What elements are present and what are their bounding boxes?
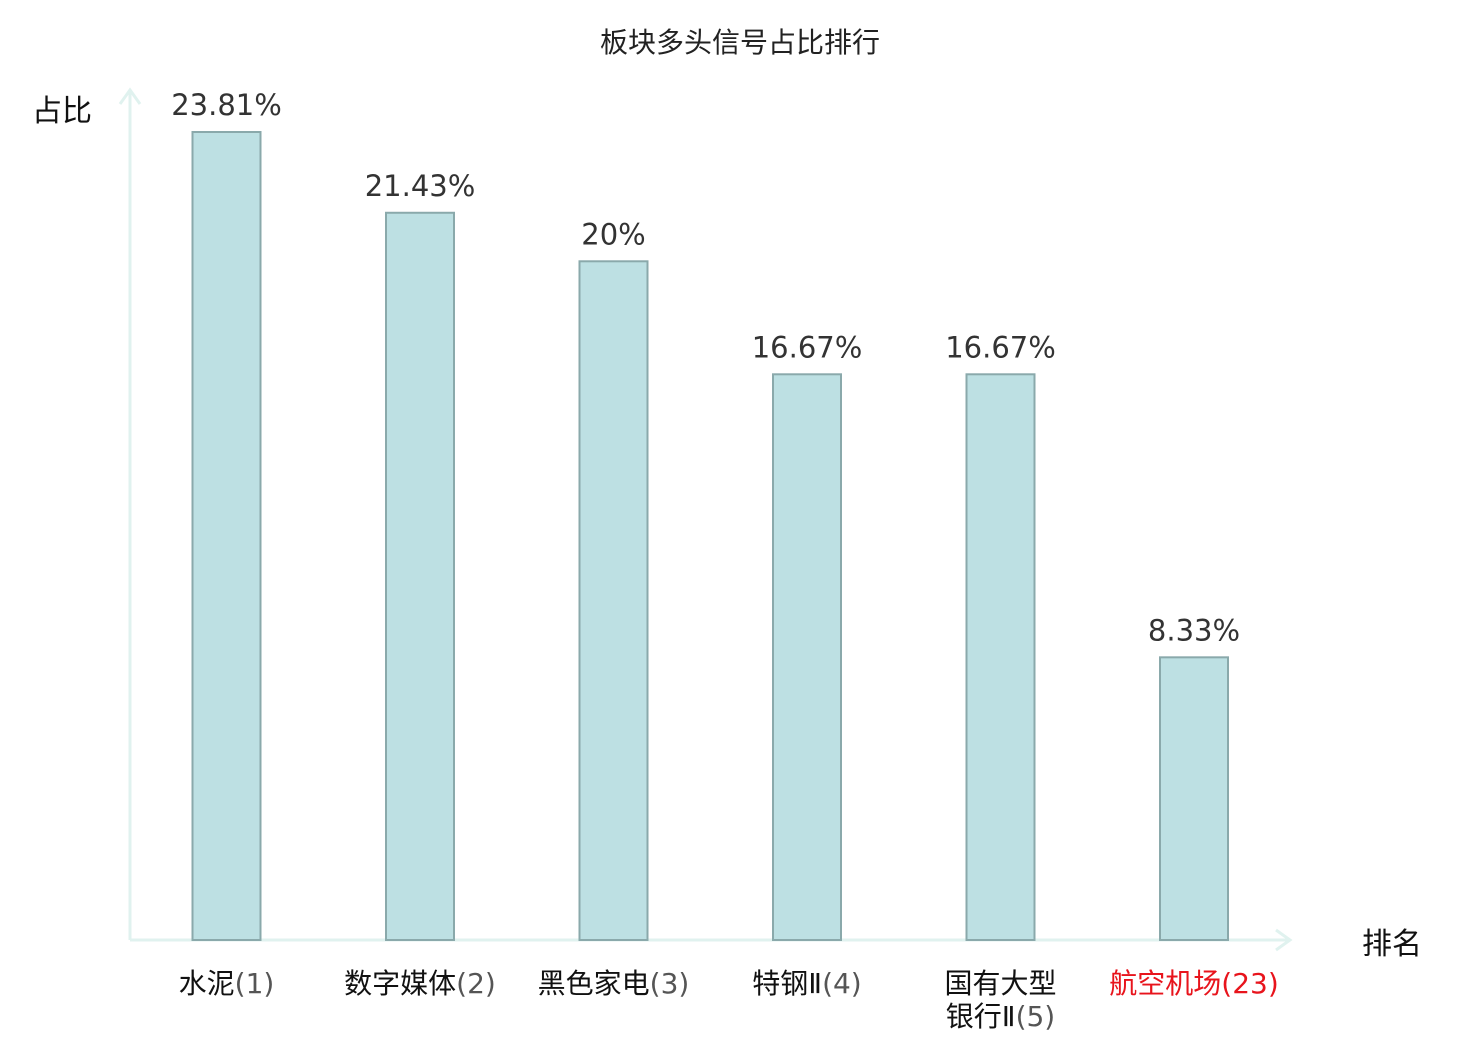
category-label: 国有大型: [944, 967, 1056, 1000]
category-name: 特钢Ⅱ: [752, 967, 822, 1000]
category-label: 特钢Ⅱ(4): [752, 967, 861, 1000]
bar: [772, 373, 842, 941]
value-label: 23.81%: [171, 88, 282, 122]
x-axis-label: 排名: [1362, 927, 1422, 962]
value-label: 20%: [581, 217, 645, 251]
category-label: 数字媒体(2): [344, 967, 496, 1000]
category-rank: (23): [1221, 967, 1278, 1000]
category-name: 航空机场: [1109, 967, 1221, 1000]
category-name: 黑色家电: [538, 967, 650, 1000]
category-label: 黑色家电(3): [538, 967, 690, 1000]
value-label: 16.67%: [945, 330, 1056, 364]
category-name: 银行Ⅱ: [946, 1000, 1016, 1033]
bar: [1159, 656, 1229, 941]
category-rank: (3): [650, 967, 690, 1000]
x-axis-arrow: [1275, 928, 1293, 952]
bar: [578, 260, 649, 941]
value-label: 21.43%: [365, 169, 476, 203]
y-axis-arrow: [118, 87, 142, 105]
category-labels-group: 水泥(1) 数字媒体(2) 黑色家电(3) 特钢Ⅱ(4) 国有大型银行Ⅱ(5)航空机场(…: [179, 967, 1279, 1033]
bars-group: [191, 131, 1229, 942]
category-name: 水泥: [179, 967, 235, 1000]
category-rank: (5): [1016, 1000, 1056, 1033]
value-label: 16.67%: [752, 330, 863, 364]
category-rank: (1): [235, 967, 275, 1000]
category-label: 水泥(1): [179, 967, 275, 1000]
chart-title: 板块多头信号占比排行: [600, 26, 880, 59]
category-rank: (2): [456, 967, 496, 1000]
category-label: 银行Ⅱ(5): [946, 1000, 1055, 1033]
axes: [118, 87, 1293, 952]
bar: [965, 373, 1036, 941]
value-label: 8.33%: [1148, 613, 1240, 647]
category-name: 数字媒体: [344, 967, 456, 1000]
value-labels-group: 23.81% 21.43% 20% 16.67% 16.67% 8.33%: [171, 88, 1240, 647]
y-axis-label: 占比: [32, 94, 92, 129]
bar: [191, 131, 262, 941]
bar: [385, 211, 455, 942]
category-rank: (4): [822, 967, 862, 1000]
category-label: 航空机场(23): [1109, 967, 1279, 1000]
